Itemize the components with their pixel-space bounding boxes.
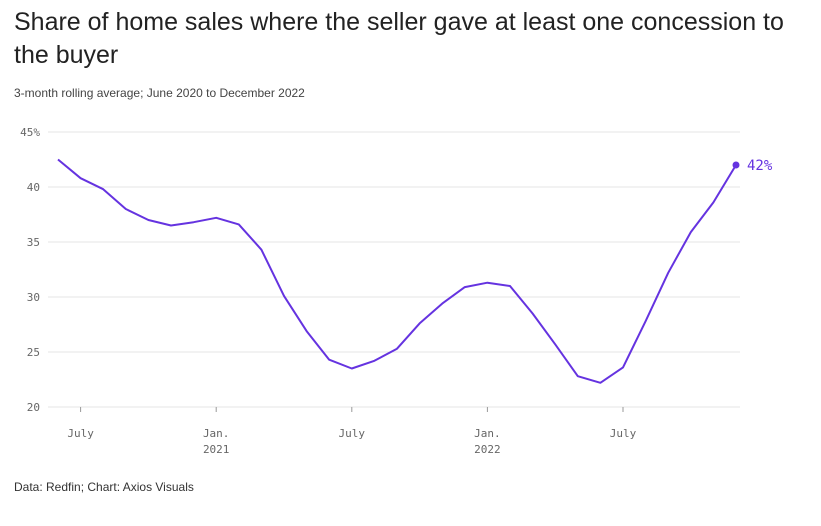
x-tick-year-label: 2022 [474,443,501,456]
x-tick-label: July [339,427,366,440]
series-line [57,158,737,384]
x-tick-label: Jan. [474,427,501,440]
y-tick-label: 45% [20,126,40,139]
end-point-marker [732,161,740,169]
y-tick-label: 25 [27,346,40,359]
x-tick-label: Jan. [203,427,230,440]
y-tick-label: 40 [27,181,40,194]
source-note: Data: Redfin; Chart: Axios Visuals [14,480,194,494]
y-axis-ticks: 45% 40 35 30 25 20 [20,126,40,414]
chart-title: Share of home sales where the seller gav… [14,8,784,69]
chart-subtitle: 3-month rolling average; June 2020 to De… [14,86,305,100]
x-tick-label: July [610,427,637,440]
gridlines [48,131,740,408]
y-tick-label: 35 [27,236,40,249]
x-tick-label: July [67,427,94,440]
x-axis-ticks: July Jan. 2021 July Jan. 2022 July [67,407,637,456]
y-tick-label: 30 [27,291,40,304]
x-tick-year-label: 2021 [203,443,230,456]
y-tick-label: 20 [27,401,40,414]
end-value-label: 42% [747,158,773,174]
